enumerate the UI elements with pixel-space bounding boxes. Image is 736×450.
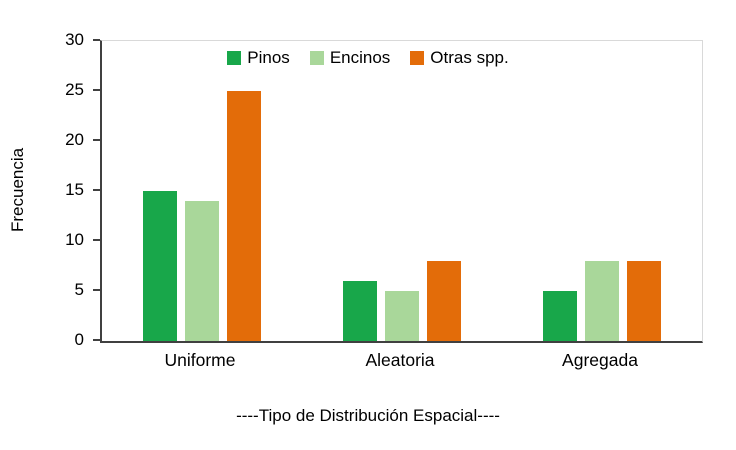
plot-area [100, 40, 703, 343]
y-tick-label: 15 [65, 180, 84, 199]
y-tick-mark [93, 189, 100, 191]
y-tick-label: 10 [65, 230, 84, 249]
legend-label: Pinos [247, 48, 290, 67]
bar-encinos-agregada [585, 261, 619, 341]
legend-label: Encinos [329, 48, 391, 67]
category-label: Aleatoria [365, 350, 435, 370]
legend-swatch-icon [410, 51, 425, 65]
y-tick-mark [93, 239, 100, 241]
legend-swatch-icon [227, 51, 242, 65]
y-tick-mark [93, 139, 100, 141]
y-tick-label: 25 [65, 80, 84, 99]
bar-encinos-uniforme [185, 201, 219, 341]
bar-encinos-aleatoria [385, 291, 419, 341]
bar-pinos-uniforme [143, 191, 177, 341]
legend-item: Encinos [309, 48, 391, 68]
category-label: Uniforme [164, 350, 236, 370]
bar-otras-spp-agregada [627, 261, 661, 341]
y-tick-mark [93, 339, 100, 341]
legend: Pinos Encinos Otras spp. [0, 48, 736, 68]
y-tick-mark [93, 89, 100, 91]
y-tick-label: 20 [65, 130, 84, 149]
x-axis-category-labels: Uniforme Aleatoria Agregada [100, 350, 700, 371]
bar-otras-spp-aleatoria [427, 261, 461, 341]
y-axis-ticks: 0 5 10 15 20 25 30 [0, 30, 100, 349]
legend-swatch-icon [309, 51, 324, 65]
bar-pinos-aleatoria [343, 281, 377, 341]
legend-label: Otras spp. [430, 48, 509, 67]
bar-pinos-agregada [543, 291, 577, 341]
y-tick-mark [93, 39, 100, 41]
y-tick-label: 0 [74, 330, 84, 349]
category-label: Agregada [562, 350, 638, 370]
y-tick-label: 30 [65, 30, 84, 49]
y-tick-mark [93, 289, 100, 291]
bar-otras-spp-uniforme [227, 91, 261, 341]
legend-item: Otras spp. [410, 48, 509, 68]
y-tick-label: 5 [74, 280, 84, 299]
x-axis-title: ----Tipo de Distribución Espacial---- [236, 406, 500, 425]
legend-item: Pinos [227, 48, 290, 68]
